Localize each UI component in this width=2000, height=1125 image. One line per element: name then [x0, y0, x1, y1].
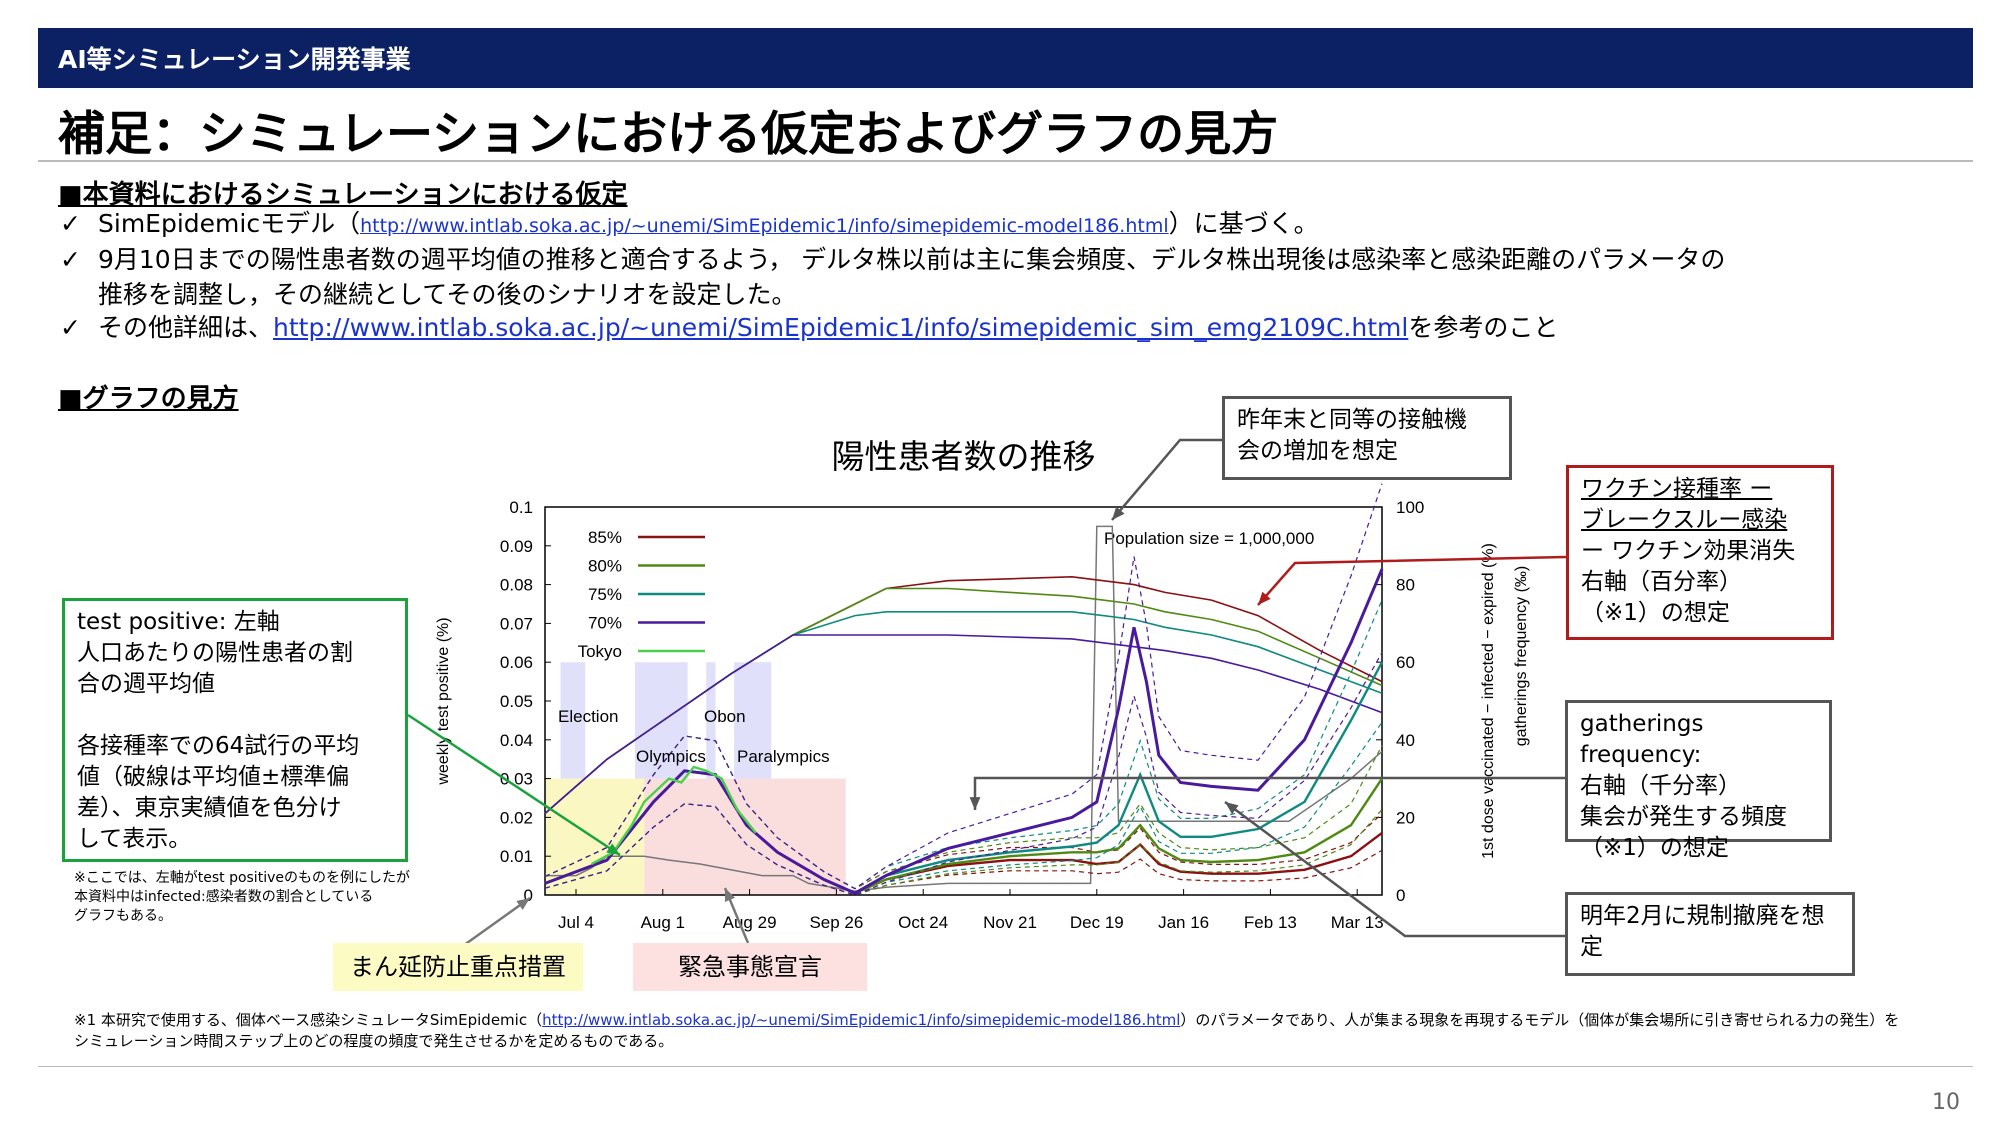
- x-tick-label: Feb 13: [1244, 913, 1297, 932]
- check-icon: ✓: [60, 245, 81, 274]
- page-number: 10: [1932, 1090, 1960, 1115]
- header-bar: [38, 28, 1973, 88]
- legend-label: 80%: [588, 557, 622, 576]
- y2-tick-label: 20: [1396, 808, 1415, 827]
- y2-tick-label: 60: [1396, 653, 1415, 672]
- model-link[interactable]: http://www.intlab.soka.ac.jp/~unemi/SimE…: [360, 215, 1169, 237]
- gatherings-line: [545, 525, 1383, 892]
- gatherings-arrow: [973, 776, 1565, 810]
- legend-label: 85%: [588, 528, 622, 547]
- series-line-Tokyo: [590, 765, 757, 866]
- section-title: AI等シミュレーション開発事業: [58, 45, 411, 74]
- paralympics-band: [734, 662, 772, 779]
- y-tick-label: 0.07: [500, 614, 533, 633]
- title-divider: [38, 160, 1973, 162]
- y-tick-label: 0.03: [500, 770, 533, 789]
- y-tick-label: 0.01: [500, 847, 533, 866]
- check-icon: ✓: [60, 313, 81, 342]
- x-tick-label: Aug 1: [641, 913, 685, 932]
- emergency-band: [644, 778, 846, 895]
- y-tick-label: 0.1: [509, 498, 533, 517]
- legend-label: 75%: [588, 585, 622, 604]
- y-tick-label: 0.09: [500, 537, 533, 556]
- y2-tick-label: 0: [1396, 886, 1405, 905]
- band-lower-80%: [544, 803, 1383, 896]
- x-tick-label: Aug 29: [723, 913, 777, 932]
- election-band: [560, 662, 586, 779]
- x-tick-label: Sep 26: [809, 913, 863, 932]
- legend-label: Tokyo: [578, 642, 622, 661]
- footnote: ※1 本研究で使用する、個体ベース感染シミュレータSimEpidemic（htt…: [74, 1011, 1900, 1050]
- february-arrow-head: [1225, 802, 1239, 815]
- y-tick-label: 0.02: [500, 808, 533, 827]
- bottom-divider: [38, 1066, 1973, 1067]
- x-tick-label: Jan 16: [1158, 913, 1209, 932]
- green-arrow-head: [606, 843, 620, 855]
- details-link[interactable]: http://www.intlab.soka.ac.jp/~unemi/SimE…: [273, 313, 1409, 342]
- assumptions-heading: ■本資料におけるシミュレーションにおける仮定: [58, 180, 628, 210]
- y2-tick-label: 100: [1396, 498, 1424, 517]
- y-tick-label: 0.04: [500, 731, 533, 750]
- y-tick-label: 0.08: [500, 576, 533, 595]
- olympics-label: Olympics: [636, 747, 706, 766]
- manen-arrow-head: [516, 898, 530, 910]
- page-title: 補足：シミュレーションにおける仮定およびグラフの見方: [58, 107, 1279, 162]
- y-tick-label: 0.05: [500, 692, 533, 711]
- olympics-band: [634, 662, 688, 779]
- x-tick-label: Jul 4: [558, 913, 594, 932]
- green-arrow: [407, 713, 621, 857]
- vaccine-arrow-head: [1258, 591, 1271, 605]
- x-tick-label: Dec 19: [1070, 913, 1124, 932]
- manen-arrow: [459, 896, 531, 950]
- y2-tick-label: 80: [1396, 576, 1415, 595]
- february-callout: 明年2月に規制撤廃を想 定: [1565, 892, 1855, 976]
- y-axis-label: weekly test positive (%): [435, 617, 452, 785]
- band-lower-85%: [544, 803, 1383, 896]
- y-tick-label: 0: [524, 886, 533, 905]
- vaccine-callout: ワクチン接種率 ー ブレークスルー感染 ー ワクチン効果消失 右軸（百分率） （…: [1566, 465, 1834, 640]
- left-axis-note: ※ここでは、左軸がtest positiveのものを例にしたが 本資料中はinf…: [74, 870, 410, 924]
- assumption-bullet-3: ✓ その他詳細は、http://www.intlab.soka.ac.jp/~un…: [60, 310, 1558, 345]
- assumption-bullet-1: ✓ SimEpidemicモデル（http://www.intlab.soka.a…: [60, 206, 1319, 244]
- y2-tick-label: 40: [1396, 731, 1415, 750]
- band-lower-75%: [544, 721, 1383, 896]
- legend-label: 70%: [588, 614, 622, 633]
- manen-label: まん延防止重点措置: [333, 943, 583, 991]
- obon-label: Obon: [704, 707, 746, 726]
- y2-axis-label: 1st dose vaccinated − infected − expired…: [1480, 543, 1497, 859]
- y3-axis-label: gatherings frequency (‰): [1513, 566, 1530, 747]
- contact-callout: 昨年末と同等の接触機 会の増加を想定: [1222, 396, 1512, 480]
- population-annotation: Population size = 1,000,000: [1104, 529, 1314, 548]
- election-label: Election: [558, 707, 618, 726]
- band-lower-70%: [544, 652, 1383, 896]
- gatherings-callout: gatherings frequency: 右軸（千分率） 集会が発生する頻度 …: [1565, 700, 1832, 861]
- paralympics-label: Paralympics: [737, 747, 830, 766]
- x-tick-label: Nov 21: [983, 913, 1037, 932]
- footnote-link[interactable]: http://www.intlab.soka.ac.jp/~unemi/SimE…: [542, 1011, 1181, 1029]
- february-arrow: [1224, 800, 1565, 938]
- vaccine-arrow: [1257, 555, 1567, 606]
- y-tick-label: 0.06: [500, 653, 533, 672]
- gatherings-arrow-head: [969, 797, 981, 810]
- check-icon: ✓: [60, 209, 81, 238]
- x-tick-label: Mar 13: [1331, 913, 1384, 932]
- assumption-bullet-2: ✓ 9月10日までの陽性患者数の週平均値の推移と適合するよう， デルタ株以前は主に…: [60, 242, 1725, 312]
- emergency-label: 緊急事態宣言: [633, 943, 867, 991]
- emergency-arrow-head: [724, 888, 736, 902]
- contact-arrow: [1111, 438, 1222, 521]
- vaccine-line-70%: [544, 634, 1383, 815]
- band-upper-70%: [544, 483, 1383, 890]
- contact-arrow-head: [1112, 506, 1125, 520]
- test-positive-callout: test positive: 左軸 人口あたりの陽性患者の割 合の週平均値 各接…: [62, 598, 408, 862]
- x-tick-label: Oct 24: [898, 913, 948, 932]
- chart-title: 陽性患者数の推移: [832, 438, 1096, 475]
- graph-heading: ■グラフの見方: [58, 384, 239, 414]
- obon-band: [706, 662, 716, 779]
